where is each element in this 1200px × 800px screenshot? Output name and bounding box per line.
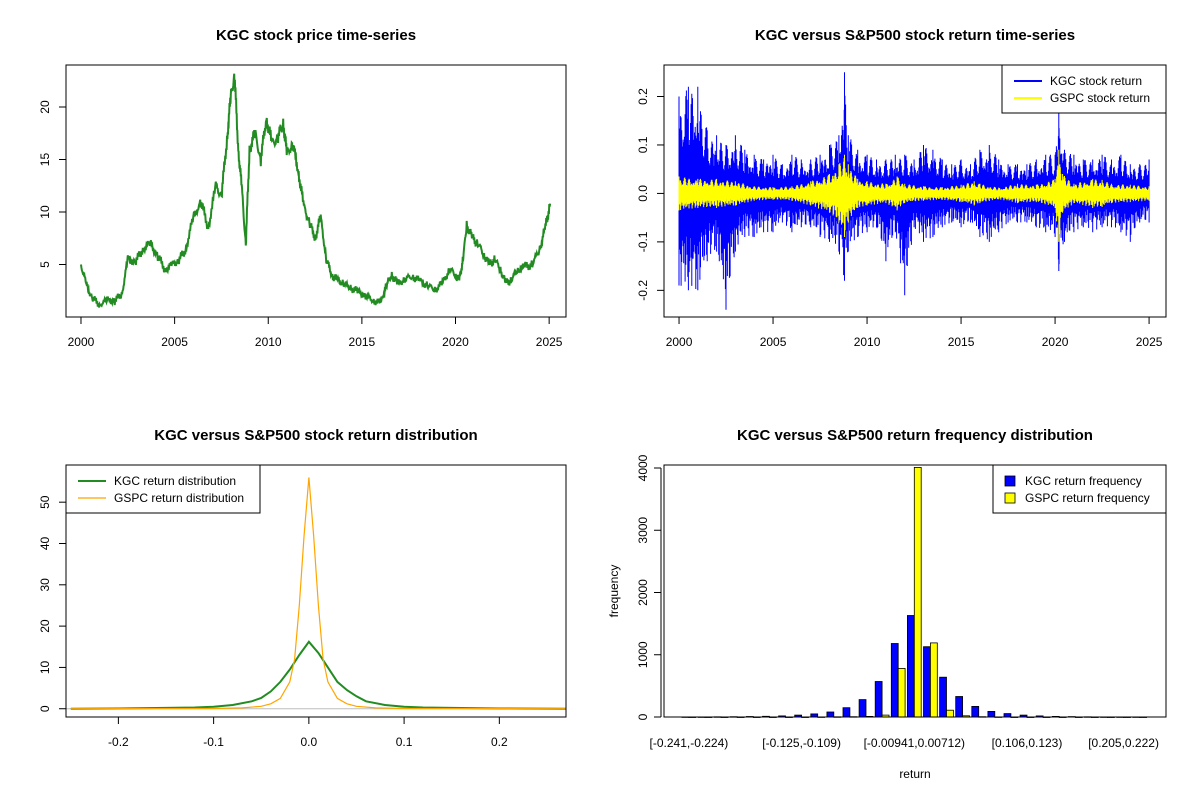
x-tick-label: 2020 [442,335,469,349]
kgc-frequency-bar [971,706,980,718]
chart-title: KGC versus S&P500 return frequency distr… [737,427,1093,444]
y-tick-label: 20 [38,100,52,114]
legend-swatch [1004,492,1016,504]
gspc-frequency-bar [913,466,922,718]
legend-label: KGC return distribution [114,474,236,488]
price-series-line [80,73,552,308]
x-tick-label: 0.2 [491,735,508,749]
kgc-frequency-bar [955,696,964,718]
y-tick-label: 2000 [636,579,650,606]
x-tick-label: 2000 [68,335,95,349]
x-tick-label: 0.0 [301,735,318,749]
y-tick-label: 1000 [636,641,650,668]
legend-label: KGC stock return [1050,74,1142,88]
legend: KGC return distribution GSPC return distr… [65,464,261,514]
x-tick-label: [-0.125,-0.109) [762,736,841,750]
y-tick-label: -0.2 [636,280,650,301]
legend-box [1001,64,1167,114]
x-axis-title: return [899,767,930,781]
legend-swatch [1004,475,1016,487]
x-tick-label: 2005 [161,335,188,349]
x-tick-label: [0.106,0.123) [992,736,1063,750]
legend-label: KGC return frequency [1025,474,1142,488]
y-tick-label: 40 [38,536,52,550]
gspc-return-series [678,149,1150,242]
kgc-frequency-bar [939,676,947,718]
chart-title: KGC versus S&P500 stock return time-seri… [755,27,1075,44]
chart-title: KGC versus S&P500 stock return distribut… [154,427,477,444]
legend-box [65,464,261,514]
y-tick-label: 3000 [636,517,650,544]
y-tick-label: 0 [636,713,650,720]
y-tick-label: 5 [38,261,52,268]
y-tick-label: 0.1 [636,136,650,153]
chart-title: KGC stock price time-series [216,27,416,44]
kgc-frequency-bar [842,707,851,718]
kgc-frequency-bar [874,681,883,718]
x-tick-label: [0.205,0.222) [1088,736,1159,750]
x-tick-label: [-0.241,-0.224) [650,736,729,750]
y-tick-label: 0.0 [636,185,650,202]
x-tick-label: -0.1 [203,735,224,749]
y-tick-label: 0 [38,705,52,712]
kgc-frequency-bar [858,699,867,718]
y-tick-label: 4000 [636,454,650,481]
x-tick-label: -0.2 [108,735,129,749]
plot-frame [663,64,1167,318]
plot-frame [65,464,567,718]
y-tick-label: 10 [38,205,52,219]
y-tick-label: 30 [38,578,52,592]
y-tick-label: -0.1 [636,231,650,252]
kgc-frequency-bar [907,615,915,718]
x-tick-label: 2005 [760,335,787,349]
y-tick-label: 20 [38,619,52,633]
x-tick-label: 2020 [1042,335,1069,349]
x-tick-label: 2025 [1136,335,1163,349]
kgc-frequency-bar [987,711,996,718]
x-tick-label: 2015 [948,335,975,349]
kgc-density-line [70,640,567,710]
kgc-frequency-bar [826,711,835,718]
legend-label: GSPC stock return [1050,91,1150,105]
x-tick-label: 2010 [255,335,282,349]
gspc-frequency-bar [897,668,906,718]
x-tick-label: 2000 [666,335,693,349]
y-tick-label: 0.2 [636,88,650,105]
chart-3: KGC versus S&P500 stock return distribut… [38,427,567,749]
kgc-frequency-bar [923,646,931,718]
y-tick-label: 15 [38,153,52,167]
kgc-frequency-bar [1003,713,1012,718]
y-tick-label: 10 [38,660,52,674]
y-tick-label: 50 [38,495,52,509]
y-axis-title: frequency [607,565,621,618]
x-tick-label: 2015 [349,335,376,349]
kgc-frequency-bar [890,643,899,718]
x-tick-label: 2025 [536,335,563,349]
chart-4: KGC versus S&P500 return frequency distr… [607,427,1167,781]
x-tick-label: 2010 [854,335,881,349]
gspc-frequency-bar [930,642,938,718]
legend-box [992,464,1167,514]
legend: KGC return frequency GSPC return frequenc… [992,464,1167,514]
x-tick-label: [-0.00941,0.00712) [864,736,965,750]
legend: KGC stock return GSPC stock return [1001,64,1167,114]
gspc-frequency-bar [946,709,954,718]
legend-label: GSPC return frequency [1025,491,1150,505]
plot-frame [65,64,567,318]
chart-2: KGC versus S&P500 stock return time-seri… [636,27,1167,349]
gspc-density-line [70,477,567,710]
legend-label: GSPC return distribution [114,491,244,505]
x-tick-label: 0.1 [396,735,413,749]
plot-frame [663,464,1167,718]
